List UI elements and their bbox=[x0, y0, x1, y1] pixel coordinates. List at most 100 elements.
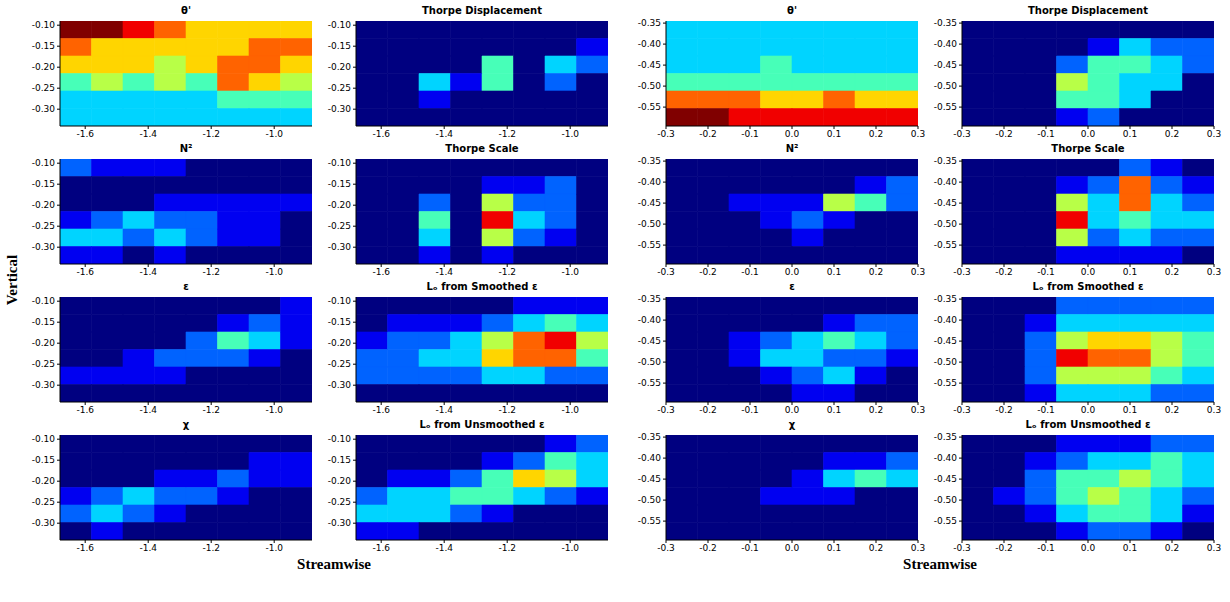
svg-text:-1.2: -1.2 bbox=[498, 267, 516, 277]
svg-text:-0.45: -0.45 bbox=[934, 198, 957, 208]
svg-text:-0.15: -0.15 bbox=[328, 455, 351, 465]
svg-text:-0.40: -0.40 bbox=[638, 315, 662, 325]
svg-text:-1.6: -1.6 bbox=[372, 129, 390, 139]
svg-text:-0.1: -0.1 bbox=[1037, 129, 1055, 139]
svg-text:-0.45: -0.45 bbox=[638, 336, 661, 346]
svg-text:0.2: 0.2 bbox=[1165, 543, 1179, 553]
svg-text:-0.40: -0.40 bbox=[934, 453, 958, 463]
svg-text:0.1: 0.1 bbox=[827, 543, 841, 553]
svg-text:-1.0: -1.0 bbox=[561, 267, 579, 277]
svg-text:-0.50: -0.50 bbox=[638, 81, 662, 91]
svg-text:0.3: 0.3 bbox=[1207, 543, 1221, 553]
svg-text:-0.50: -0.50 bbox=[934, 357, 958, 367]
svg-text:-0.50: -0.50 bbox=[934, 81, 958, 91]
svg-text:0.3: 0.3 bbox=[911, 543, 925, 553]
svg-text:-1.2: -1.2 bbox=[202, 267, 220, 277]
svg-text:0.2: 0.2 bbox=[1165, 267, 1179, 277]
svg-text:-0.3: -0.3 bbox=[657, 267, 675, 277]
svg-text:-0.3: -0.3 bbox=[657, 129, 675, 139]
svg-text:-0.15: -0.15 bbox=[32, 455, 55, 465]
svg-text:0.0: 0.0 bbox=[785, 129, 800, 139]
svg-text:0.3: 0.3 bbox=[911, 267, 925, 277]
svg-text:-0.15: -0.15 bbox=[32, 317, 55, 327]
svg-text:0.1: 0.1 bbox=[1123, 405, 1137, 415]
svg-text:-1.0: -1.0 bbox=[265, 267, 283, 277]
svg-text:-1.4: -1.4 bbox=[435, 267, 453, 277]
svg-text:-0.45: -0.45 bbox=[638, 60, 661, 70]
svg-text:-0.25: -0.25 bbox=[32, 221, 55, 231]
svg-text:-0.10: -0.10 bbox=[328, 434, 352, 444]
svg-text:-0.1: -0.1 bbox=[1037, 543, 1055, 553]
svg-text:-0.50: -0.50 bbox=[638, 219, 662, 229]
svg-text:-1.6: -1.6 bbox=[76, 405, 94, 415]
svg-text:0.1: 0.1 bbox=[1123, 267, 1137, 277]
svg-text:0.2: 0.2 bbox=[1165, 405, 1179, 415]
svg-text:-0.1: -0.1 bbox=[741, 267, 759, 277]
svg-text:-0.20: -0.20 bbox=[328, 200, 352, 210]
svg-text:-0.1: -0.1 bbox=[741, 543, 759, 553]
svg-text:-0.1: -0.1 bbox=[741, 405, 759, 415]
svg-text:0.2: 0.2 bbox=[869, 405, 883, 415]
svg-text:-1.4: -1.4 bbox=[435, 405, 453, 415]
svg-text:-0.30: -0.30 bbox=[328, 104, 352, 114]
svg-text:-0.50: -0.50 bbox=[638, 357, 662, 367]
svg-text:-0.1: -0.1 bbox=[1037, 267, 1055, 277]
svg-text:0.2: 0.2 bbox=[869, 543, 883, 553]
svg-text:-0.3: -0.3 bbox=[953, 267, 971, 277]
svg-text:-0.10: -0.10 bbox=[32, 296, 56, 306]
svg-text:-0.3: -0.3 bbox=[657, 405, 675, 415]
svg-text:-1.2: -1.2 bbox=[498, 405, 516, 415]
svg-text:-0.55: -0.55 bbox=[934, 516, 957, 526]
svg-text:-1.4: -1.4 bbox=[139, 405, 157, 415]
svg-text:-0.40: -0.40 bbox=[638, 39, 662, 49]
svg-text:-1.6: -1.6 bbox=[76, 129, 94, 139]
svg-text:-0.30: -0.30 bbox=[32, 518, 56, 528]
svg-text:-1.0: -1.0 bbox=[265, 405, 283, 415]
svg-text:-0.40: -0.40 bbox=[934, 39, 958, 49]
svg-text:-0.55: -0.55 bbox=[638, 516, 661, 526]
svg-text:-0.20: -0.20 bbox=[328, 476, 352, 486]
svg-text:-0.20: -0.20 bbox=[32, 476, 56, 486]
svg-text:-0.10: -0.10 bbox=[32, 158, 56, 168]
svg-text:-0.30: -0.30 bbox=[32, 380, 56, 390]
svg-text:-0.15: -0.15 bbox=[32, 41, 55, 51]
svg-text:-0.55: -0.55 bbox=[934, 240, 957, 250]
svg-text:-0.45: -0.45 bbox=[638, 474, 661, 484]
svg-text:-0.10: -0.10 bbox=[328, 158, 352, 168]
svg-text:-0.45: -0.45 bbox=[638, 198, 661, 208]
svg-text:-0.15: -0.15 bbox=[328, 317, 351, 327]
svg-text:-1.6: -1.6 bbox=[372, 405, 390, 415]
svg-text:-1.4: -1.4 bbox=[139, 543, 157, 553]
svg-text:-0.35: -0.35 bbox=[638, 18, 661, 28]
svg-text:-0.10: -0.10 bbox=[328, 296, 352, 306]
svg-text:-0.25: -0.25 bbox=[32, 83, 55, 93]
svg-text:-1.4: -1.4 bbox=[435, 543, 453, 553]
svg-text:-0.40: -0.40 bbox=[638, 453, 662, 463]
svg-text:-0.3: -0.3 bbox=[953, 405, 971, 415]
svg-text:0.3: 0.3 bbox=[911, 405, 925, 415]
svg-text:-1.2: -1.2 bbox=[202, 543, 220, 553]
svg-text:-0.25: -0.25 bbox=[328, 497, 351, 507]
svg-text:-0.15: -0.15 bbox=[328, 41, 351, 51]
svg-text:-0.50: -0.50 bbox=[638, 495, 662, 505]
svg-text:-0.30: -0.30 bbox=[328, 380, 352, 390]
svg-text:-0.2: -0.2 bbox=[995, 405, 1013, 415]
svg-text:-1.6: -1.6 bbox=[76, 267, 94, 277]
svg-text:-1.4: -1.4 bbox=[139, 267, 157, 277]
svg-text:-0.25: -0.25 bbox=[328, 83, 351, 93]
svg-text:-0.50: -0.50 bbox=[934, 219, 958, 229]
svg-text:-0.25: -0.25 bbox=[328, 221, 351, 231]
svg-text:-1.6: -1.6 bbox=[76, 543, 94, 553]
svg-text:0.1: 0.1 bbox=[1123, 543, 1137, 553]
svg-text:-1.2: -1.2 bbox=[498, 129, 516, 139]
svg-text:-0.35: -0.35 bbox=[934, 294, 957, 304]
svg-text:-0.10: -0.10 bbox=[32, 20, 56, 30]
svg-text:-0.2: -0.2 bbox=[995, 543, 1013, 553]
svg-text:-0.55: -0.55 bbox=[934, 102, 957, 112]
svg-text:-0.25: -0.25 bbox=[32, 497, 55, 507]
svg-text:-0.30: -0.30 bbox=[32, 242, 56, 252]
svg-text:-0.3: -0.3 bbox=[657, 543, 675, 553]
svg-text:-1.0: -1.0 bbox=[265, 543, 283, 553]
svg-text:-1.4: -1.4 bbox=[435, 129, 453, 139]
svg-text:0.3: 0.3 bbox=[1207, 267, 1221, 277]
